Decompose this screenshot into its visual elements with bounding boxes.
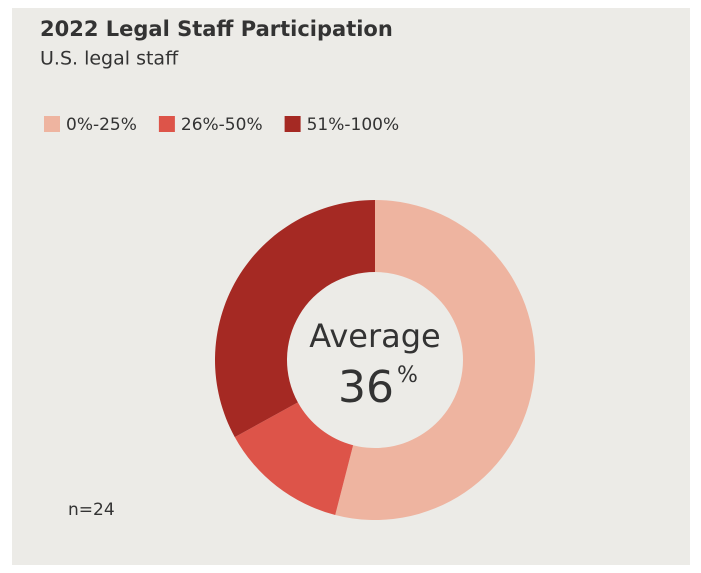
center-label: Average (309, 317, 440, 355)
chart-subtitle: U.S. legal staff (40, 48, 179, 70)
donut-segment (234, 402, 354, 515)
legend-label: 26%-50% (181, 115, 263, 135)
center-unit: % (397, 363, 418, 388)
legend-swatch (44, 116, 60, 132)
legend-label: 0%-25% (66, 115, 137, 135)
chart-title: 2022 Legal Staff Participation (40, 17, 393, 41)
legend-swatch (284, 116, 301, 132)
legend-swatch (158, 116, 175, 132)
note: n=24 (68, 500, 115, 520)
donut-segment (214, 200, 375, 438)
center-value: 36 (338, 362, 394, 413)
legend-label: 51%-100% (307, 115, 400, 135)
donut-segment (335, 200, 535, 520)
